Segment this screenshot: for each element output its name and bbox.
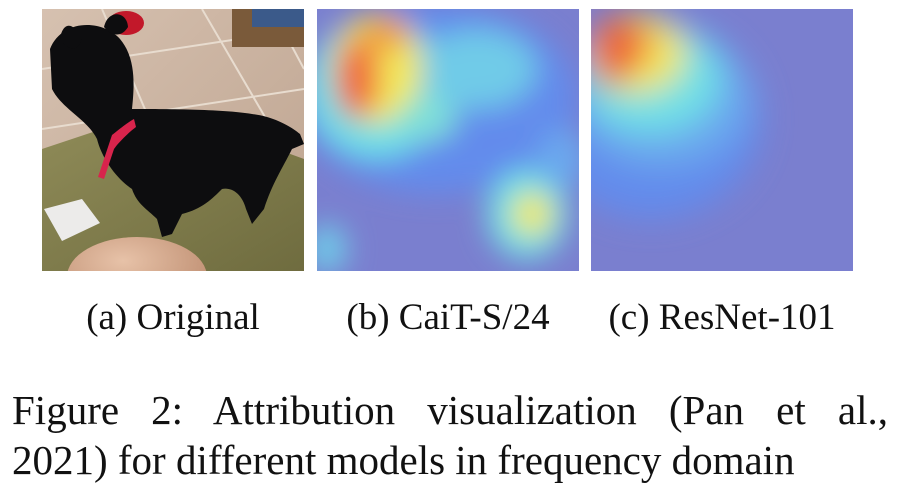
dog	[50, 14, 304, 237]
figure-caption-line2: 2021) for different models in frequency …	[12, 437, 795, 483]
cait-heatmap-svg	[317, 9, 579, 271]
original-photo-svg	[42, 9, 304, 271]
dog-collar	[98, 119, 136, 179]
cait-heatmap	[317, 9, 579, 271]
resnet-heatmap-svg	[591, 9, 853, 271]
subcaption-cait: (b) CaiT-S/24	[346, 297, 550, 338]
cait-activation-blobs	[317, 9, 579, 271]
figure-caption-line1: Figure 2: Attribution visualization (Pan…	[12, 387, 888, 433]
original-image	[42, 9, 304, 271]
subcaption-original: (a) Original	[86, 297, 260, 338]
resnet-activation-blobs	[591, 14, 761, 219]
subcaption-resnet: (c) ResNet-101	[608, 297, 836, 338]
resnet-heatmap	[591, 9, 853, 271]
human-leg	[67, 237, 207, 271]
